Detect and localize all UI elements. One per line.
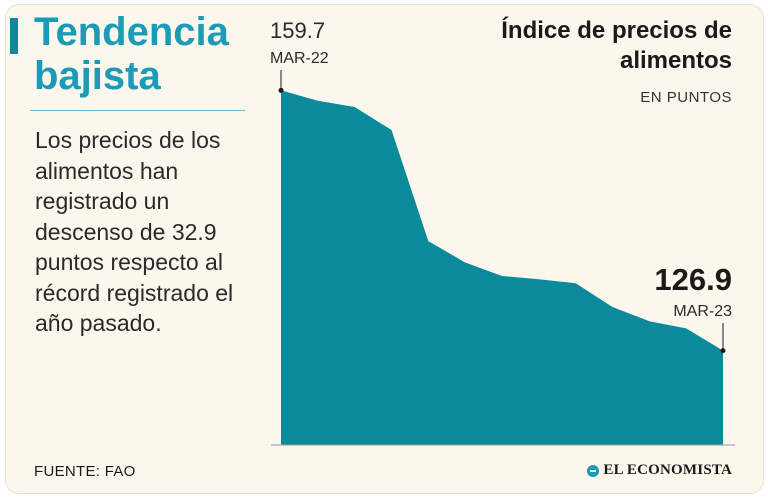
start-date-label: MAR-22 <box>270 50 329 67</box>
accent-bar <box>10 18 18 54</box>
description-text: Los precios de los alimentos han registr… <box>35 127 234 336</box>
brand-logo: EL ECONOMISTA <box>587 462 732 479</box>
chart-subtitle: EN PUNTOS <box>640 89 732 106</box>
start-value-label: 159.7 <box>270 18 326 43</box>
brand-icon <box>587 464 600 477</box>
end-date-label: MAR-23 <box>673 303 732 320</box>
chart-title: Índice de precios de alimentos <box>501 17 732 74</box>
series-area <box>281 90 723 446</box>
brand-name: EL ECONOMISTA <box>603 462 732 478</box>
headline-divider <box>30 110 245 111</box>
headline: Tendencia bajista <box>34 10 229 98</box>
source-note: FUENTE: FAO <box>34 463 136 480</box>
end-value-label: 126.9 <box>654 262 732 297</box>
